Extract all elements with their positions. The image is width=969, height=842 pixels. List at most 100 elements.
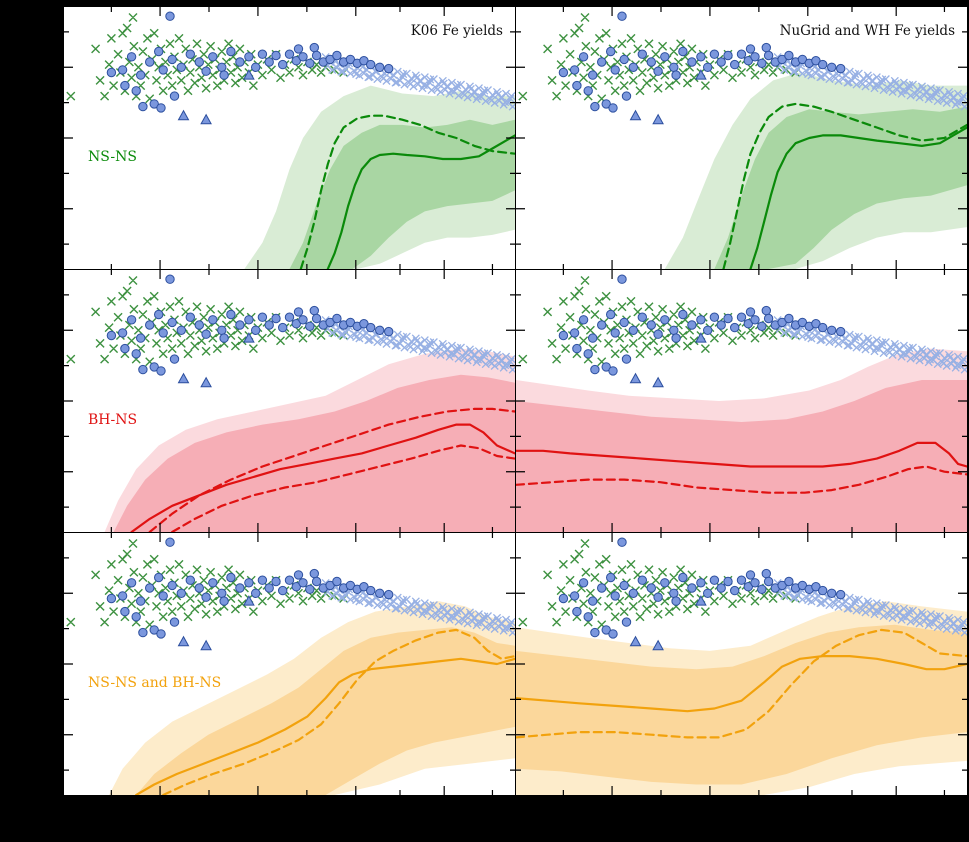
blue-circle-marker	[375, 62, 385, 72]
blue-circle-marker	[669, 325, 679, 335]
blue-circle-marker	[120, 343, 130, 354]
blue-circle-marker	[628, 62, 639, 72]
blue-circle-marker	[131, 349, 141, 359]
panel-ns-ns-k06: K06 Fe yields NS-NS	[64, 7, 515, 269]
blue-circle-marker	[167, 580, 177, 591]
blue-triangle-marker	[200, 376, 212, 388]
blue-circle-marker	[601, 99, 611, 109]
blue-circle-marker	[298, 578, 308, 588]
blue-circle-marker	[572, 343, 582, 354]
axis-ticks	[64, 270, 515, 532]
blue-circle-marker	[703, 588, 713, 598]
blue-circle-marker	[836, 589, 846, 600]
blue-circle-marker	[610, 65, 620, 75]
blue-circle-marker	[660, 315, 670, 325]
blue-circle-marker	[226, 46, 236, 57]
blue-circle-marker	[158, 591, 168, 601]
green-band-inner	[714, 106, 967, 269]
blue-circle-marker	[176, 325, 187, 335]
blue-circle-marker	[703, 62, 713, 72]
blue-circle-marker	[126, 52, 137, 62]
red-model-line-solid-0	[516, 441, 967, 468]
blue-circle-marker	[226, 309, 236, 320]
blue-circle-marker	[730, 59, 740, 70]
blue-circle-marker	[264, 320, 274, 330]
blue-circle-marker	[158, 328, 168, 338]
blue-circle-marker	[131, 86, 141, 96]
blue-circle-marker	[608, 629, 618, 639]
blue-circle-marker	[208, 315, 218, 325]
blue-circle-marker	[169, 354, 180, 364]
blue-circle-marker	[818, 59, 828, 70]
blue-circle-marker	[138, 364, 148, 375]
panel-plot	[64, 533, 515, 795]
axis-ticks	[64, 7, 515, 269]
blue-triangle-marker	[243, 332, 255, 343]
blue-circle-marker	[244, 315, 254, 325]
blue-circle-marker	[217, 62, 227, 72]
axis-ticks	[516, 533, 967, 795]
panel-ns-ns-nugrid: NuGrid and WH Fe yields	[516, 7, 967, 269]
blue-circle-marker	[597, 57, 607, 67]
panel-ns-ns-and-bh-ns-nugrid	[516, 533, 967, 795]
blue-circle-marker	[750, 315, 760, 325]
blue-circle-marker	[818, 322, 828, 333]
blue-triangle-marker	[200, 639, 212, 651]
blue-circle-marker	[628, 325, 639, 335]
blue-circle-marker	[106, 330, 117, 341]
blue-circle-marker	[117, 591, 128, 601]
blue-circle-marker	[671, 333, 681, 343]
blue-circle-marker	[583, 86, 593, 96]
blue-circle-marker	[278, 585, 288, 596]
blue-circle-marker	[583, 349, 593, 359]
blue-circle-marker	[176, 62, 187, 72]
blue-circle-marker	[784, 576, 794, 587]
blue-circle-marker	[251, 588, 261, 598]
blue-circle-marker	[572, 606, 582, 617]
blue-circle-marker	[678, 309, 688, 320]
blue-circle-marker	[257, 575, 268, 585]
green-model-line-dashed-1	[722, 102, 967, 269]
blue-circle-marker	[610, 328, 620, 338]
blue-triangle-marker	[629, 635, 642, 647]
blue-circle-marker	[646, 583, 657, 593]
blue-circle-marker	[827, 588, 837, 598]
blue-circle-marker	[293, 570, 304, 580]
blue-circle-marker	[251, 62, 261, 72]
blue-circle-marker	[284, 312, 295, 322]
blue-circle-marker	[235, 583, 245, 593]
blue-triangle-marker	[695, 595, 707, 606]
blue-triangle-marker	[177, 635, 190, 647]
blue-circle-marker	[138, 101, 148, 112]
panel-plot	[64, 7, 515, 269]
blue-circle-marker	[763, 313, 774, 324]
blue-circle-marker	[271, 576, 281, 587]
blue-triangle-marker	[200, 113, 212, 125]
blue-circle-marker	[309, 42, 320, 53]
blue-circle-marker	[736, 49, 747, 59]
blue-circle-marker	[827, 62, 837, 72]
blue-circle-marker	[597, 583, 607, 593]
blue-circle-marker	[167, 54, 177, 65]
blue-circle-marker	[610, 591, 620, 601]
blue-circle-marker	[194, 583, 205, 593]
blue-circle-marker	[106, 593, 117, 604]
axis-ticks	[516, 270, 967, 532]
green-model-line-dashed-1	[299, 114, 515, 269]
blue-circle-marker	[730, 585, 740, 596]
blue-circle-marker	[201, 66, 211, 76]
blue-circle-marker	[165, 274, 175, 284]
blue-circle-marker	[244, 578, 254, 588]
blue-circle-marker	[136, 596, 146, 606]
blue-circle-marker	[384, 63, 394, 74]
blue-circle-marker	[305, 584, 315, 594]
blue-circle-marker	[149, 99, 159, 109]
blue-triangle-marker	[652, 376, 664, 388]
blue-circle-marker	[375, 325, 385, 335]
green-model-line-solid-0	[326, 134, 515, 269]
blue-triangle-marker	[695, 69, 707, 80]
red-model-line-dashed-1	[148, 407, 515, 532]
blue-circle-marker	[730, 322, 740, 333]
blue-circle-marker	[208, 578, 218, 588]
